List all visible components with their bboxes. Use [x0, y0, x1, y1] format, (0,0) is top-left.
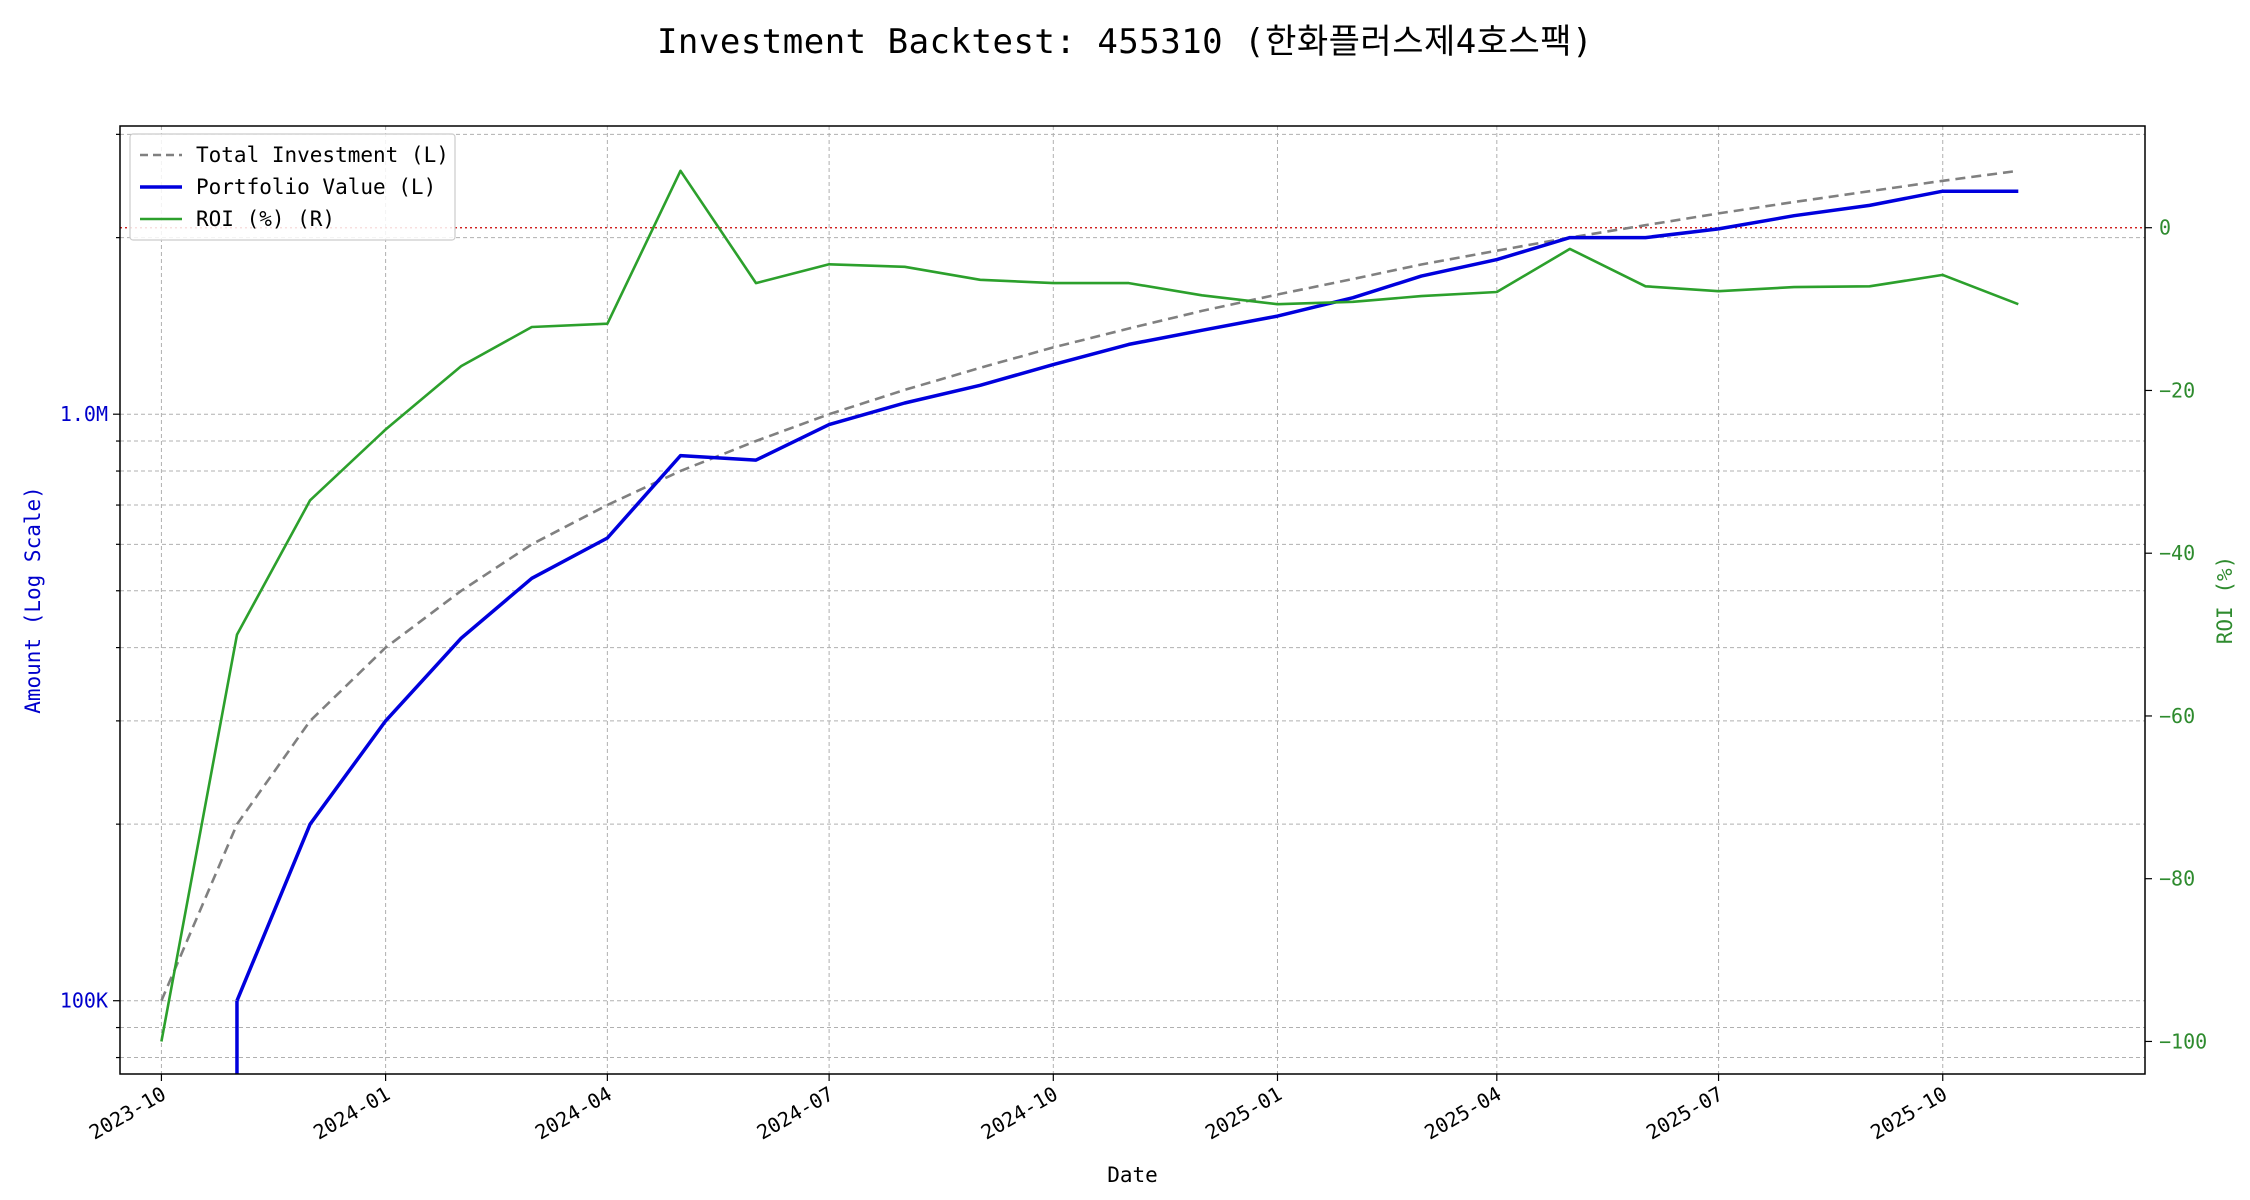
y-axis-left-label: Amount (Log Scale)	[21, 486, 45, 714]
x-tick-label: 2024-07	[753, 1082, 838, 1145]
legend: Total Investment (L) Portfolio Value (L) R…	[129, 133, 456, 241]
right-tick-label: 0	[2159, 216, 2171, 240]
legend-label: Total Investment (L)	[196, 143, 449, 167]
right-axis: 0 −20 −40 −60 −80 −100	[2145, 216, 2207, 1053]
series-layer	[120, 169, 2145, 1074]
series-line-0	[160, 169, 2019, 1002]
x-tick-label: 2023-10	[85, 1082, 170, 1145]
x-tick-label: 2025-10	[1866, 1082, 1951, 1145]
series-line-1	[235, 189, 2019, 1002]
x-tick-label: 2025-04	[1420, 1082, 1505, 1145]
series-line-2	[160, 169, 2019, 1042]
chart-title: Investment Backtest: 455310 (한화플러스제4호스팩)	[656, 22, 1594, 62]
left-tick-label: 1.0M	[60, 402, 108, 426]
x-tick-label: 2024-10	[977, 1082, 1062, 1145]
x-tick-label: 2024-04	[531, 1082, 616, 1145]
grid-layer	[120, 126, 2145, 1074]
legend-label: ROI (%) (R)	[196, 207, 335, 231]
x-axis-label: Date	[1107, 1163, 1158, 1187]
right-tick-label: −60	[2159, 704, 2195, 728]
left-axis: 100K 1.0M	[60, 133, 120, 1059]
right-tick-label: −100	[2159, 1029, 2207, 1053]
y-axis-right-label: ROI (%)	[2213, 556, 2237, 645]
plot-frame	[119, 125, 2146, 1075]
x-tick-label: 2025-07	[1642, 1082, 1727, 1145]
right-tick-label: −40	[2159, 541, 2195, 565]
left-tick-label: 100K	[60, 989, 108, 1013]
legend-label: Portfolio Value (L)	[196, 175, 436, 199]
right-tick-label: −80	[2159, 867, 2195, 891]
x-axis: 2023-10 2024-01 2024-04 2024-07 2024-10 2025-…	[85, 1074, 1951, 1144]
x-tick-label: 2025-01	[1201, 1082, 1286, 1145]
legend-box	[129, 133, 456, 241]
right-tick-label: −20	[2159, 378, 2195, 402]
x-tick-label: 2024-01	[309, 1082, 394, 1145]
